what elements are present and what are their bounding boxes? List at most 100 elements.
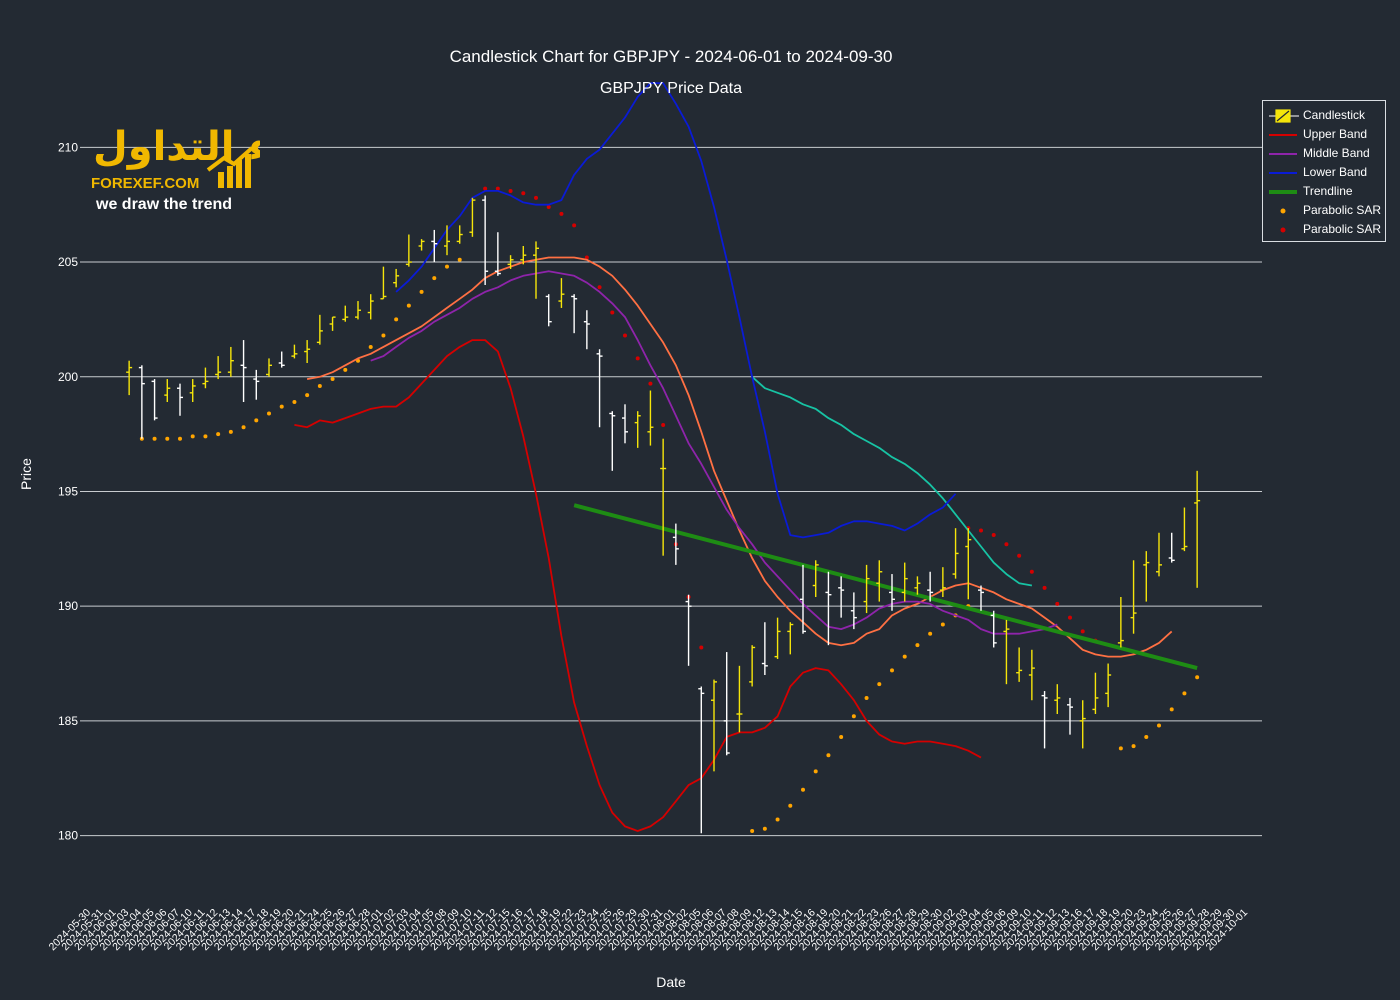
legend-label: Upper Band: [1303, 127, 1368, 141]
sar-dot: [940, 622, 945, 627]
sar-dot: [228, 429, 233, 434]
logo-brand-text: FOREXEF.COM: [91, 175, 199, 192]
sar-dot: [1157, 723, 1161, 728]
sar-dot: [178, 436, 182, 441]
chart-legend: Candlestick Upper Band Middle Band Lower…: [1262, 100, 1386, 242]
sar-dot: [190, 434, 195, 439]
sar-dot: [330, 377, 335, 382]
y-tick-label: 205: [58, 255, 78, 269]
legend-label: Parabolic SAR: [1303, 203, 1382, 217]
sar-dot: [661, 422, 666, 427]
sar-dot: [877, 682, 882, 687]
sar-dot: [381, 333, 386, 338]
sar-dot: [279, 404, 284, 409]
sar-dot: [635, 356, 640, 361]
series-line-lower-band: [395, 82, 957, 539]
line-purple-icon: [1269, 153, 1297, 155]
dot-red-icon: [1280, 227, 1286, 233]
sar-dot: [1118, 746, 1123, 751]
chart-title: Candlestick Chart for GBPJPY - 2024-06-0…: [449, 47, 893, 66]
sar-dot: [597, 285, 602, 290]
series-line-middle-band: [370, 270, 1058, 635]
sar-dot: [432, 276, 437, 281]
sar-dot: [1182, 691, 1187, 696]
sar-dot: [495, 186, 500, 191]
logo-arrow-icon: [206, 146, 254, 172]
legend-item-upper-band[interactable]: Upper Band: [1269, 125, 1387, 144]
sar-dot: [521, 191, 526, 196]
sar-dot: [483, 186, 488, 191]
sar-dot: [890, 668, 894, 673]
sar-dot: [851, 714, 856, 719]
legend-item-candlestick[interactable]: Candlestick: [1269, 106, 1387, 125]
x-axis-label: Date: [656, 974, 686, 990]
sar-dot: [775, 817, 780, 822]
legend-label: Candlestick: [1303, 108, 1366, 122]
sar-dot: [1169, 707, 1174, 712]
line-blue-icon: [1269, 172, 1297, 174]
legend-item-lower-band[interactable]: Lower Band: [1269, 163, 1387, 182]
sar-dot: [928, 631, 933, 636]
line-green-icon: [1269, 190, 1297, 194]
y-tick-label: 190: [58, 599, 78, 613]
legend-label: Lower Band: [1303, 165, 1368, 179]
sar-dot: [979, 528, 983, 533]
sar-dot: [826, 753, 831, 758]
sar-dot: [1029, 569, 1034, 574]
sar-dot: [1055, 601, 1060, 606]
sar-dot: [292, 400, 297, 404]
sar-dot: [648, 381, 653, 386]
candlestick-icon: [1269, 109, 1299, 123]
sar-dot: [788, 803, 793, 808]
sar-dot: [457, 257, 462, 262]
sar-dot: [254, 418, 259, 423]
legend-label: Parabolic SAR: [1303, 222, 1382, 236]
y-tick-label: 185: [58, 714, 78, 728]
sar-dot: [813, 769, 818, 774]
chart-subtitle: GBPJPY Price Data: [600, 80, 742, 97]
sar-dot: [864, 695, 869, 700]
sar-dot: [839, 734, 844, 739]
sar-dot: [572, 223, 577, 228]
legend-item-parabolic-sar-orange[interactable]: Parabolic SAR: [1269, 201, 1387, 220]
sar-dot: [750, 829, 755, 833]
sar-dot: [317, 383, 322, 388]
sar-dot: [343, 367, 348, 372]
sar-dot: [152, 436, 157, 441]
sar-dot: [203, 434, 208, 439]
y-axis-label: Price: [18, 458, 34, 490]
sar-dot: [1042, 585, 1047, 590]
y-tick-label: 195: [58, 484, 78, 498]
sar-dot: [1068, 615, 1072, 620]
logo-bars-icon: [218, 154, 251, 188]
legend-item-trendline[interactable]: Trendline: [1269, 182, 1387, 201]
sar-dot: [1144, 734, 1149, 739]
logo-graphic: خبراء التداول FOREXEF.COM we draw the tr…: [91, 124, 353, 213]
series-line-lower-band-lower-segment: [294, 339, 982, 832]
dot-orange-icon: [1280, 208, 1286, 214]
sar-dot: [241, 425, 246, 430]
legend-item-middle-band[interactable]: Middle Band: [1269, 144, 1387, 163]
series-line-moving-average: [751, 376, 1033, 587]
trendline: [573, 503, 1198, 671]
sar-dot: [165, 436, 170, 441]
sar-dot: [1080, 629, 1085, 634]
sar-dot: [915, 643, 920, 648]
sar-dot: [406, 303, 411, 308]
y-tick-label: 200: [58, 370, 78, 384]
sar-dot: [1195, 675, 1200, 680]
sar-dot: [610, 310, 615, 315]
sar-dot: [801, 787, 805, 792]
legend-item-parabolic-sar-red[interactable]: Parabolic SAR: [1269, 220, 1387, 239]
sar-dot: [762, 826, 767, 831]
sar-dot: [305, 393, 310, 398]
series-line-upper-band: [306, 256, 1173, 658]
legend-label: Trendline: [1303, 184, 1353, 198]
sar-dot: [991, 533, 996, 538]
legend-label: Middle Band: [1303, 146, 1370, 160]
sar-dot: [534, 195, 538, 200]
sar-dot: [902, 654, 907, 659]
sar-dot: [623, 333, 627, 338]
